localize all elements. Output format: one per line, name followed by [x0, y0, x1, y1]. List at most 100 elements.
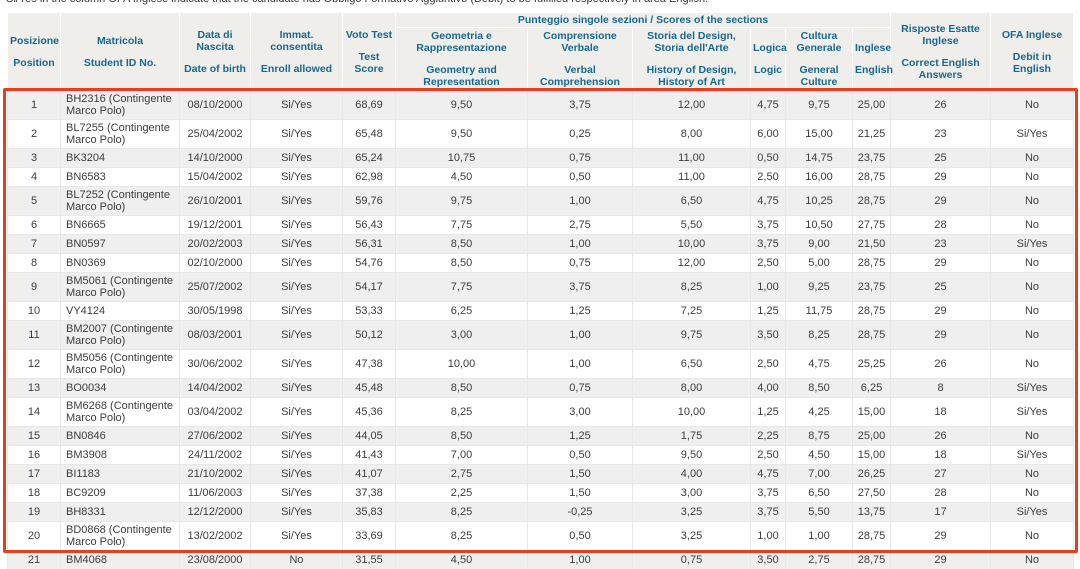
cell-english-score: 15,00 — [851, 445, 892, 465]
cell-culture-score: 11,75 — [785, 301, 853, 321]
cell-student-id: BI1183 — [60, 464, 180, 484]
cell-culture-score: 4,25 — [785, 397, 853, 427]
cell-correct-answers: 8 — [890, 378, 992, 398]
cell-position: 20 — [7, 521, 61, 551]
cell-geometry-score: 7,75 — [395, 215, 528, 235]
cell-history-score: 1,75 — [632, 426, 751, 446]
cell-verbal-score: 1,00 — [527, 186, 633, 216]
cell-english-score: 15,00 — [851, 397, 892, 427]
table-row: 2 BL7255 (Contingente Marco Polo) 25/04/… — [7, 119, 1075, 149]
cell-history-score: 5,50 — [632, 215, 751, 235]
cell-culture-score: 10,25 — [785, 186, 853, 216]
cell-logic-score: 3,75 — [750, 234, 786, 254]
cell-enroll-allowed: Si/Yes — [250, 186, 343, 216]
cell-geometry-score: 9,50 — [395, 90, 528, 120]
cell-ofa-english: No — [990, 148, 1075, 168]
cell-correct-answers: 23 — [890, 119, 992, 149]
cell-date-of-birth: 08/10/2000 — [179, 90, 251, 120]
cell-test-score: 35,83 — [342, 502, 396, 522]
cell-student-id: VY4124 — [60, 301, 180, 321]
cell-logic-score: 3,75 — [750, 215, 786, 235]
cell-test-score: 59,76 — [342, 186, 396, 216]
cell-verbal-score: 3,75 — [527, 272, 633, 302]
cell-test-score: 41,07 — [342, 464, 396, 484]
cell-verbal-score: -0,25 — [527, 502, 633, 522]
cell-logic-score: 4,00 — [750, 378, 786, 398]
top-note-text: Si/Yes in the column OFA Inglese indicat… — [6, 0, 708, 5]
table-row: 13 BO0034 14/04/2002 Si/Yes 45,48 8,50 0… — [7, 378, 1075, 398]
cell-geometry-score: 8,50 — [395, 426, 528, 446]
cell-history-score: 6,50 — [632, 186, 751, 216]
header-english: Inglese English — [851, 27, 893, 91]
cell-position: 1 — [7, 90, 61, 120]
cell-position: 21 — [7, 550, 61, 569]
cell-test-score: 56,43 — [342, 215, 396, 235]
cell-verbal-score: 1,00 — [527, 320, 633, 350]
cell-history-score: 10,00 — [632, 234, 751, 254]
cell-english-score: 28,75 — [851, 320, 892, 350]
cell-history-score: 10,00 — [632, 397, 751, 427]
cell-date-of-birth: 21/10/2002 — [179, 464, 251, 484]
cell-position: 5 — [7, 186, 61, 216]
cell-english-score: 26,25 — [851, 464, 892, 484]
cell-student-id: BM6268 (Contingente Marco Polo) — [60, 397, 180, 427]
cell-correct-answers: 29 — [890, 550, 992, 569]
cell-verbal-score: 0,25 — [527, 119, 633, 149]
header-logic: Logica Logic — [750, 27, 787, 91]
cell-history-score: 3,25 — [632, 521, 751, 551]
cell-culture-score: 8,25 — [785, 320, 853, 350]
cell-test-score: 41,43 — [342, 445, 396, 465]
cell-correct-answers: 29 — [890, 320, 992, 350]
cell-test-score: 65,48 — [342, 119, 396, 149]
table-row: 14 BM6268 (Contingente Marco Polo) 03/04… — [7, 397, 1075, 427]
cell-position: 12 — [7, 349, 61, 379]
cell-student-id: BD0868 (Contingente Marco Polo) — [60, 521, 180, 551]
cell-ofa-english: No — [990, 167, 1075, 187]
cell-enroll-allowed: Si/Yes — [250, 234, 343, 254]
cell-logic-score: 0,50 — [750, 148, 786, 168]
cell-verbal-score: 1,25 — [527, 426, 633, 446]
cell-history-score: 8,00 — [632, 119, 751, 149]
cell-correct-answers: 26 — [890, 349, 992, 379]
table-row: 11 BM2007 (Contingente Marco Polo) 08/03… — [7, 320, 1075, 350]
cell-student-id: BM3908 — [60, 445, 180, 465]
cell-position: 8 — [7, 253, 61, 273]
header-geometry: Geometria e Rappresentazione Geometry an… — [395, 27, 528, 91]
cell-ofa-english: No — [990, 464, 1075, 484]
cell-correct-answers: 29 — [890, 186, 992, 216]
cell-correct-answers: 29 — [890, 167, 992, 187]
cell-ofa-english: Si/Yes — [990, 397, 1075, 427]
cell-enroll-allowed: Si/Yes — [250, 301, 343, 321]
cell-position: 17 — [7, 464, 61, 484]
cell-english-score: 28,75 — [851, 253, 892, 273]
table-row: 18 BC9209 11/06/2003 Si/Yes 37,38 2,25 1… — [7, 483, 1075, 503]
cell-correct-answers: 23 — [890, 234, 992, 254]
cell-culture-score: 4,50 — [785, 445, 853, 465]
table-row: 7 BN0597 20/02/2003 Si/Yes 56,31 8,50 1,… — [7, 234, 1075, 254]
cell-english-score: 27,50 — [851, 483, 892, 503]
cell-history-score: 9,50 — [632, 445, 751, 465]
cell-correct-answers: 25 — [890, 148, 992, 168]
cell-culture-score: 9,75 — [785, 90, 853, 120]
cell-date-of-birth: 30/06/2002 — [179, 349, 251, 379]
cell-logic-score: 2,50 — [750, 445, 786, 465]
header-sections-row: Geometria e Rappresentazione Geometry an… — [8, 27, 1074, 91]
cell-geometry-score: 10,00 — [395, 349, 528, 379]
cell-english-score: 13,75 — [851, 502, 892, 522]
cell-test-score: 53,33 — [342, 301, 396, 321]
cell-geometry-score: 2,25 — [395, 483, 528, 503]
cell-geometry-score: 8,50 — [395, 378, 528, 398]
cell-history-score: 11,00 — [632, 167, 751, 187]
cell-verbal-score: 3,00 — [527, 397, 633, 427]
cell-history-score: 8,00 — [632, 378, 751, 398]
cell-geometry-score: 4,50 — [395, 550, 528, 569]
cell-student-id: BH8331 — [60, 502, 180, 522]
header-sections-group: Punteggio singole sezioni / Scores of th… — [394, 12, 892, 28]
cell-student-id: BN0597 — [60, 234, 180, 254]
cell-geometry-score: 4,50 — [395, 167, 528, 187]
cell-enroll-allowed: Si/Yes — [250, 378, 343, 398]
cell-date-of-birth: 27/06/2002 — [179, 426, 251, 446]
cell-student-id: BN6583 — [60, 167, 180, 187]
cell-student-id: BM5061 (Contingente Marco Polo) — [60, 272, 180, 302]
cell-history-score: 4,00 — [632, 464, 751, 484]
